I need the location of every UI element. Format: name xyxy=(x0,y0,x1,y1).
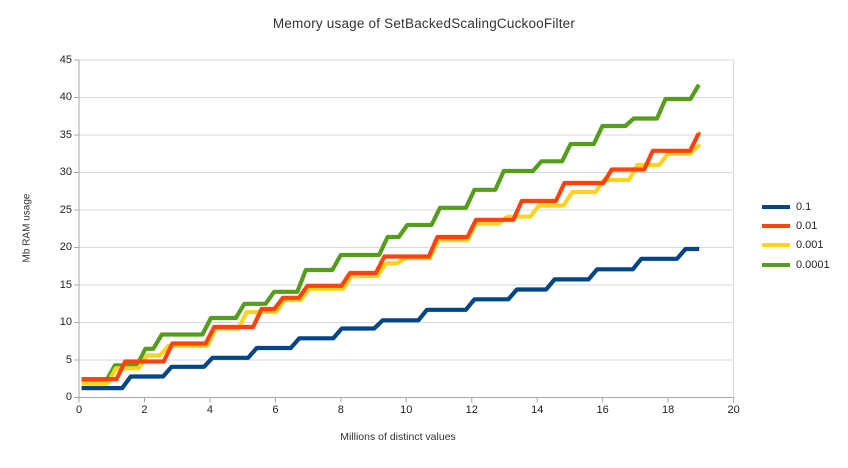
y-tick-label-5: 5 xyxy=(65,353,72,366)
legend-label: 0.01 xyxy=(796,219,818,232)
x-tick-label-2: 2 xyxy=(141,403,148,416)
legend-label: 0.1 xyxy=(796,200,812,213)
legend-swatch-0.0001 xyxy=(762,262,790,267)
y-tick-label-30: 30 xyxy=(59,166,72,178)
x-tick-label-12: 12 xyxy=(465,403,478,416)
legend-label: 0.001 xyxy=(796,239,824,252)
x-tick-label-20: 20 xyxy=(727,403,740,416)
y-axis-title: Mb RAM usage xyxy=(21,193,33,263)
x-tick-label-14: 14 xyxy=(531,403,544,416)
legend-item-0.001: 0.001 xyxy=(762,236,846,255)
legend-swatch-0.1 xyxy=(762,204,790,209)
x-axis-title: Millions of distinct values xyxy=(340,431,456,443)
legend-swatch-0.01 xyxy=(762,223,790,228)
legend: 0.1 0.01 0.001 0.0001 xyxy=(762,197,846,274)
x-tick-label-6: 6 xyxy=(272,403,279,416)
series-line-0.1 xyxy=(81,246,700,391)
legend-item-0.1: 0.1 xyxy=(762,197,846,216)
series-line-0.0001 xyxy=(81,83,701,383)
y-tick-label-45: 45 xyxy=(59,53,72,66)
y-tick-label-20: 20 xyxy=(59,241,72,253)
y-tick-label-10: 10 xyxy=(59,316,72,328)
x-tick-label-8: 8 xyxy=(337,403,344,416)
legend-item-0.01: 0.01 xyxy=(762,216,846,235)
x-tick-label-10: 10 xyxy=(400,403,413,416)
x-tick-label-4: 4 xyxy=(206,403,213,416)
y-tick-label-0: 0 xyxy=(65,391,72,403)
legend-item-0.0001: 0.0001 xyxy=(762,255,846,274)
legend-swatch-0.001 xyxy=(762,243,790,248)
x-tick-label-16: 16 xyxy=(596,403,609,416)
y-tick-label-25: 25 xyxy=(59,203,72,216)
chart-title: Memory usage of SetBackedScalingCuckooFi… xyxy=(272,16,576,31)
y-tick-label-35: 35 xyxy=(59,128,72,141)
x-tick-label-18: 18 xyxy=(662,403,675,416)
series-line-0.001 xyxy=(81,143,701,386)
legend-label: 0.0001 xyxy=(796,258,830,271)
y-tick-label-15: 15 xyxy=(59,278,72,291)
series-line-0.01 xyxy=(81,131,701,382)
y-tick-label-40: 40 xyxy=(59,91,72,103)
x-tick-label-0: 0 xyxy=(75,403,83,416)
